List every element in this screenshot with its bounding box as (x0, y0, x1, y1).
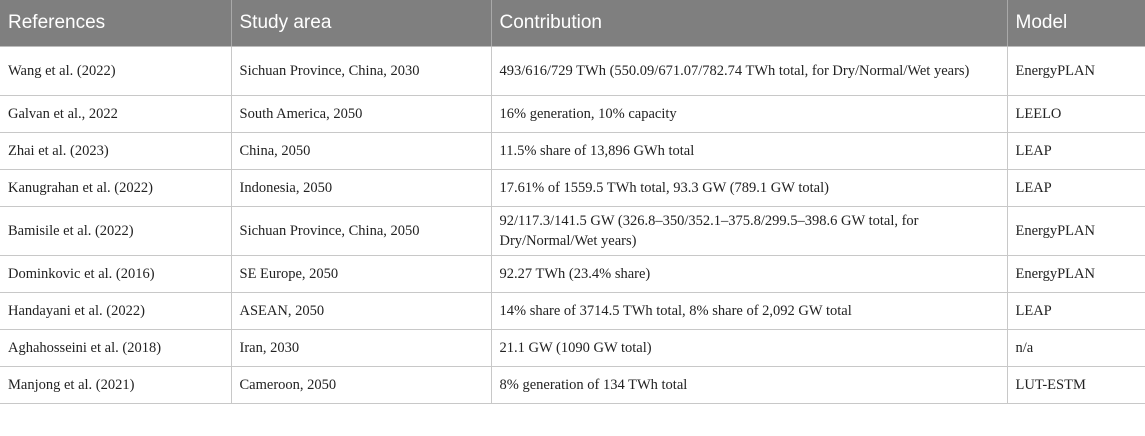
header-row: References Study area Contribution Model (0, 0, 1145, 47)
cell-reference: Zhai et al. (2023) (0, 132, 231, 170)
cell-study-area: SE Europe, 2050 (230, 255, 491, 293)
cell-study-area: Sichuan Province, China, 2050 (230, 206, 491, 256)
cell-reference: Bamisile et al. (2022) (0, 206, 231, 256)
cell-contribution: 11.5% share of 13,896 GWh total (490, 132, 1007, 170)
cell-contribution: 21.1 GW (1090 GW total) (490, 329, 1007, 367)
header-model: Model (1006, 0, 1145, 47)
cell-model: LEAP (1006, 292, 1145, 330)
cell-reference: Handayani et al. (2022) (0, 292, 231, 330)
cell-model: LUT-ESTM (1006, 366, 1145, 404)
cell-model: n/a (1006, 329, 1145, 367)
cell-reference: Wang et al. (2022) (0, 46, 231, 96)
cell-study-area: Sichuan Province, China, 2030 (230, 46, 491, 96)
cell-study-area: South America, 2050 (230, 95, 491, 133)
cell-reference: Galvan et al., 2022 (0, 95, 231, 133)
table-row: Aghahosseini et al. (2018) Iran, 2030 21… (0, 329, 1145, 367)
cell-model: EnergyPLAN (1006, 46, 1145, 96)
cell-model: LEELO (1006, 95, 1145, 133)
cell-model: EnergyPLAN (1006, 255, 1145, 293)
table-row: Bamisile et al. (2022) Sichuan Province,… (0, 206, 1145, 256)
header-study-area: Study area (230, 0, 491, 47)
table-row: Zhai et al. (2023) China, 2050 11.5% sha… (0, 132, 1145, 170)
cell-reference: Dominkovic et al. (2016) (0, 255, 231, 293)
cell-contribution: 493/616/729 TWh (550.09/671.07/782.74 TW… (490, 46, 1007, 96)
cell-study-area: ASEAN, 2050 (230, 292, 491, 330)
cell-reference: Manjong et al. (2021) (0, 366, 231, 404)
table-row: Handayani et al. (2022) ASEAN, 2050 14% … (0, 292, 1145, 330)
cell-model: LEAP (1006, 132, 1145, 170)
cell-study-area: Iran, 2030 (230, 329, 491, 367)
cell-model: LEAP (1006, 169, 1145, 207)
cell-reference: Aghahosseini et al. (2018) (0, 329, 231, 367)
cell-contribution: 92.27 TWh (23.4% share) (490, 255, 1007, 293)
cell-study-area: Cameroon, 2050 (230, 366, 491, 404)
cell-study-area: China, 2050 (230, 132, 491, 170)
header-references: References (0, 0, 231, 47)
cell-model: EnergyPLAN (1006, 206, 1145, 256)
cell-reference: Kanugrahan et al. (2022) (0, 169, 231, 207)
references-table: References Study area Contribution Model… (0, 0, 1145, 404)
table-row: Manjong et al. (2021) Cameroon, 2050 8% … (0, 366, 1145, 404)
cell-contribution: 92/117.3/141.5 GW (326.8–350/352.1–375.8… (490, 206, 1007, 256)
table-row: Kanugrahan et al. (2022) Indonesia, 2050… (0, 169, 1145, 207)
cell-contribution: 17.61% of 1559.5 TWh total, 93.3 GW (789… (490, 169, 1007, 207)
table-row: Wang et al. (2022) Sichuan Province, Chi… (0, 46, 1145, 96)
cell-contribution: 16% generation, 10% capacity (490, 95, 1007, 133)
cell-contribution: 14% share of 3714.5 TWh total, 8% share … (490, 292, 1007, 330)
cell-contribution: 8% generation of 134 TWh total (490, 366, 1007, 404)
header-contribution: Contribution (490, 0, 1007, 47)
cell-study-area: Indonesia, 2050 (230, 169, 491, 207)
table-row: Galvan et al., 2022 South America, 2050 … (0, 95, 1145, 133)
table-row: Dominkovic et al. (2016) SE Europe, 2050… (0, 255, 1145, 293)
